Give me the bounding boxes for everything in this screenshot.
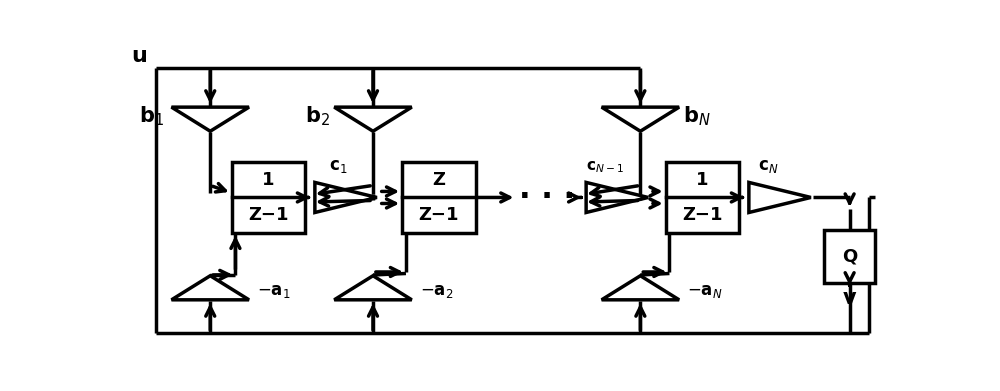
Text: b$_N$: b$_N$ xyxy=(683,104,711,128)
Polygon shape xyxy=(334,107,412,131)
Text: v: v xyxy=(843,287,856,308)
Polygon shape xyxy=(586,182,648,213)
Bar xyxy=(666,162,739,233)
Text: $-$a$_2$: $-$a$_2$ xyxy=(420,282,453,300)
Bar xyxy=(824,230,875,283)
Text: Z−1: Z−1 xyxy=(682,206,723,224)
Text: c$_1$: c$_1$ xyxy=(329,157,347,175)
Text: b$_2$: b$_2$ xyxy=(305,104,330,128)
Polygon shape xyxy=(602,276,679,300)
Text: $-$a$_N$: $-$a$_N$ xyxy=(687,282,723,300)
Text: b$_1$: b$_1$ xyxy=(139,104,164,128)
Text: c$_N$: c$_N$ xyxy=(758,157,778,175)
Text: Q: Q xyxy=(842,247,857,265)
Text: 1: 1 xyxy=(696,171,709,189)
Polygon shape xyxy=(749,182,811,213)
Text: $-$a$_1$: $-$a$_1$ xyxy=(257,282,290,300)
Bar xyxy=(232,162,305,233)
Polygon shape xyxy=(172,107,249,131)
Text: Z−1: Z−1 xyxy=(419,206,459,224)
Text: 1: 1 xyxy=(262,171,275,189)
Text: u: u xyxy=(131,47,147,66)
Polygon shape xyxy=(602,107,679,131)
Polygon shape xyxy=(172,276,249,300)
Polygon shape xyxy=(315,182,377,213)
Text: Z: Z xyxy=(432,171,445,189)
Text: · · ·: · · · xyxy=(519,183,575,212)
Polygon shape xyxy=(334,276,412,300)
Bar xyxy=(402,162,476,233)
Text: c$_{N-1}$: c$_{N-1}$ xyxy=(586,159,625,175)
Text: Z−1: Z−1 xyxy=(248,206,289,224)
